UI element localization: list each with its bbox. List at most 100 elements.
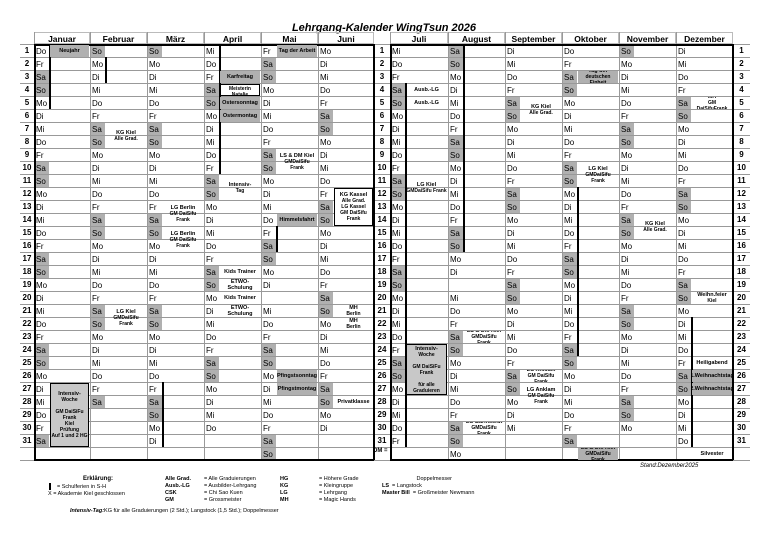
day-number: 3	[379, 72, 385, 81]
weekday-cell: Fr	[678, 86, 686, 95]
weekday-cell: Mo	[320, 411, 332, 420]
legend-item: = Schulferien in S-H	[57, 483, 107, 490]
weekday-cell: Mo	[263, 86, 275, 95]
weekday-cell: Mo	[149, 333, 161, 342]
weekday-cell: Mi	[678, 60, 687, 69]
event-line: MH	[349, 318, 358, 324]
day-number: 22	[377, 319, 387, 328]
weekday-cell: Mo	[450, 450, 462, 459]
day-number: 7	[24, 124, 30, 133]
weekday-cell: Do	[36, 320, 47, 329]
event-karfreitag: Karfreitag	[220, 71, 260, 83]
weekday-cell: So	[677, 110, 691, 122]
event-line: Graduieren	[413, 387, 440, 394]
event-line: KG Kassel	[339, 192, 368, 198]
weekday-cell: Do	[678, 346, 689, 355]
weekday-cell: Fr	[36, 60, 44, 69]
weekday-cell: Do	[564, 138, 575, 147]
day-number: 11	[737, 176, 746, 185]
weekday-cell: Mo	[564, 281, 576, 290]
event-line: KG Kiel	[645, 220, 665, 227]
event-line: Kids Trainer	[224, 269, 256, 275]
weekday-cell: Di	[149, 255, 157, 264]
event-line: LG Kiel	[416, 181, 437, 188]
weekday-cell: Mi	[450, 385, 459, 394]
day-number: 6	[379, 111, 385, 120]
day-number: 12	[377, 189, 387, 198]
weekday-cell: Do	[206, 151, 217, 160]
day-number: 24	[377, 345, 387, 354]
weekday-cell: Mi	[263, 307, 272, 316]
weekday-cell: Sa	[677, 279, 691, 291]
weekday-cell: Sa	[35, 253, 49, 265]
weekday-cell: So	[620, 318, 634, 330]
weekday-cell: Mi	[450, 190, 459, 199]
weekday-cell: Sa	[563, 435, 577, 447]
weekday-cell: So	[620, 227, 634, 239]
weekday-cell: Mo	[392, 203, 404, 212]
event-lg-barmstedt: LG Barmstedt GMDaiSifu Frank	[464, 422, 504, 434]
abbr-meaning: = Kleingruppe	[319, 483, 354, 489]
weekday-cell: So	[563, 175, 577, 187]
weekday-cell: Sa	[319, 292, 333, 304]
weekday-cell: Di	[507, 320, 515, 329]
row-divider	[20, 135, 750, 136]
weekday-cell: Di	[450, 372, 458, 381]
weekday-cell: Sa	[677, 97, 691, 109]
row-divider	[20, 460, 750, 461]
weekday-cell: Mi	[36, 398, 45, 407]
weekday-cell: Do	[621, 372, 632, 381]
weekday-cell: Do	[564, 229, 575, 238]
day-number: 31	[377, 436, 387, 445]
event-line: Berlin	[346, 324, 361, 330]
weekday-cell: Mi	[621, 177, 630, 186]
column-divider	[147, 32, 148, 460]
weekday-cell: Mo	[678, 216, 690, 225]
weekday-cell: Do	[320, 359, 331, 368]
weekday-cell: Mo	[678, 125, 690, 134]
weekday-cell: Mo	[206, 203, 218, 212]
weekday-cell: Do	[564, 47, 575, 56]
day-number: 1	[739, 46, 744, 55]
day-number: 2	[379, 59, 385, 68]
abbr-meaning: = Chi Sao Kuen	[204, 490, 243, 496]
day-number: 30	[377, 423, 387, 432]
legend-abbreviation: Alle Grad. = Alle Graduierungen	[165, 476, 256, 483]
weekday-cell: Fr	[621, 112, 629, 121]
event-line: LG Berlin	[170, 204, 196, 211]
event-line: Ausb.-LG	[414, 87, 439, 93]
weekday-cell: Di	[392, 307, 400, 316]
weekday-cell: Mo	[206, 112, 218, 121]
weekday-cell: Di	[507, 411, 515, 420]
weekday-cell: Sa	[205, 357, 219, 369]
day-number: 23	[377, 332, 387, 341]
abbr-meaning: = Höhere Grade	[319, 476, 359, 482]
frame-line	[34, 459, 374, 461]
event-mh: MH Berlin	[334, 318, 373, 330]
weekday-cell: Mi	[507, 424, 516, 433]
day-number: 2	[24, 59, 30, 68]
abbr-term	[382, 476, 384, 483]
weekday-cell: Do	[263, 320, 274, 329]
weekday-cell: Mi	[206, 320, 215, 329]
weekday-cell: Do	[92, 372, 103, 381]
weekday-cell: Sa	[506, 279, 520, 291]
weekday-cell: Sa	[449, 45, 463, 57]
event-line: Kids Trainer	[224, 295, 256, 301]
weekday-cell: Mi	[320, 346, 329, 355]
event-weihn-feier: Weihn.feier Kiel	[692, 292, 732, 304]
abbr-meaning: = Großmeister Newmann	[412, 490, 475, 496]
day-number: 11	[377, 176, 387, 185]
weekday-cell: Mo	[320, 320, 332, 329]
weekday-cell: Sa	[563, 253, 577, 265]
weekday-cell: Mo	[149, 424, 161, 433]
weekday-cell: Do	[678, 164, 689, 173]
weekday-cell: Mo	[36, 99, 48, 108]
weekday-cell: So	[391, 370, 405, 382]
weekday-cell: Fr	[392, 73, 400, 82]
weekday-cell: Sa	[319, 201, 333, 213]
weekday-cell: So	[205, 370, 219, 382]
day-number: 7	[379, 124, 385, 133]
weekday-cell: Fr	[149, 203, 157, 212]
weekday-cell: Sa	[391, 175, 405, 187]
